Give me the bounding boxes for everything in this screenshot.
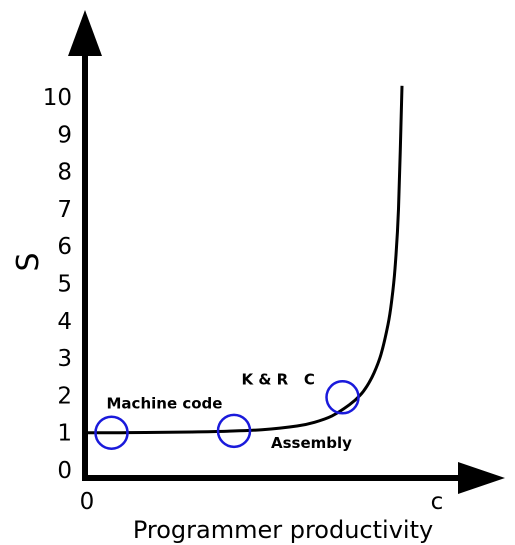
y-tick-label: 0 xyxy=(57,458,72,484)
x-tick-label-c: c xyxy=(431,489,444,515)
y-tick-label: 1 xyxy=(57,421,72,447)
series-layer xyxy=(86,85,404,435)
x-tick-label-origin: 0 xyxy=(80,489,95,515)
annotation-marker xyxy=(216,413,252,449)
annotation-label: Machine code xyxy=(107,395,223,413)
annotation-label: K & R C xyxy=(242,370,315,388)
x-axis-arrowhead xyxy=(458,462,505,494)
y-tick-labels: 0 1 2 3 4 5 6 7 8 9 10 xyxy=(43,85,72,484)
annotation-label: Assembly xyxy=(271,434,352,452)
annotation-marker xyxy=(325,380,360,415)
y-tick-label: 3 xyxy=(57,346,72,372)
y-tick-label: 4 xyxy=(57,309,72,335)
annotations: Machine code Assembly K & R C xyxy=(94,370,360,452)
y-axis-title: S xyxy=(11,252,46,271)
y-axis-arrowhead xyxy=(68,10,102,56)
y-tick-label: 8 xyxy=(57,160,72,186)
axes xyxy=(68,10,505,494)
y-tick-label: 10 xyxy=(43,85,72,111)
y-tick-label: 5 xyxy=(57,272,72,298)
y-tick-label: 6 xyxy=(57,234,72,260)
series-line xyxy=(86,85,404,435)
y-tick-label: 9 xyxy=(57,122,72,148)
x-axis-title: Programmer productivity xyxy=(133,516,433,544)
annotation-marker xyxy=(94,415,129,450)
y-tick-label: 2 xyxy=(57,383,72,409)
y-tick-label: 7 xyxy=(57,197,72,223)
